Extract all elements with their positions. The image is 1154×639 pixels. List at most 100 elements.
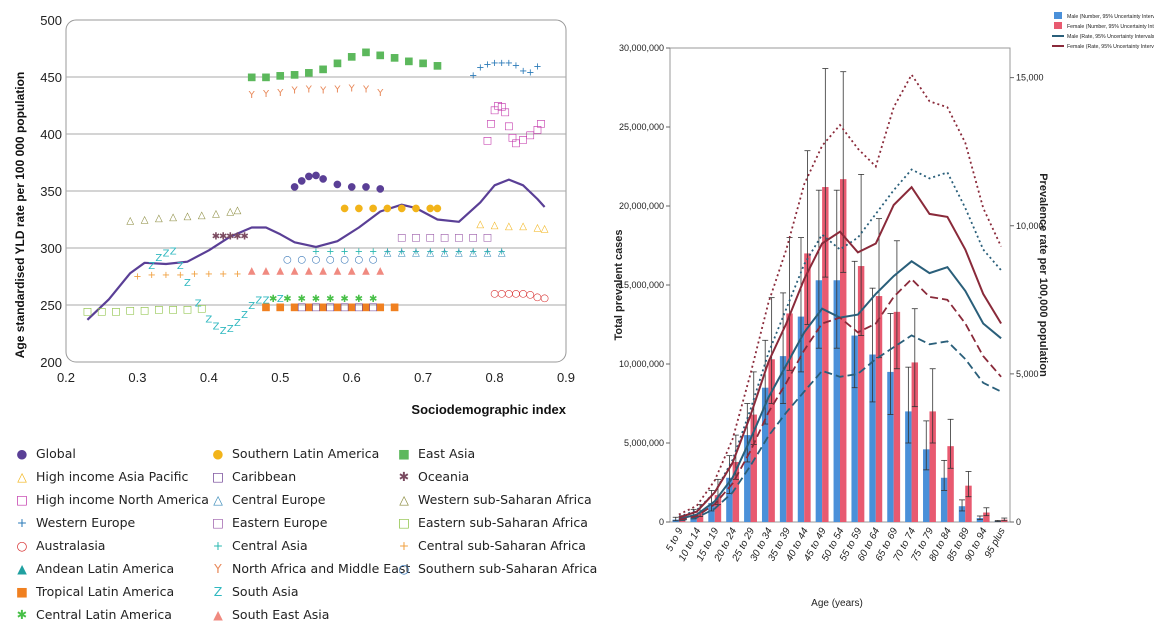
legend-item: △ Western sub-Saharan Africa: [396, 488, 591, 510]
legend-item: + Central Asia: [210, 534, 308, 556]
data-point: □: [168, 304, 177, 315]
x-tick-label: 0.2: [57, 370, 75, 385]
legend-label: South Asia: [232, 583, 299, 599]
legend-swatch: [1054, 12, 1062, 19]
data-point: Z: [263, 295, 270, 306]
legend-label: Global: [36, 445, 76, 461]
data-point: △: [498, 247, 506, 258]
bar: [857, 266, 865, 522]
data-point: △: [234, 205, 242, 216]
data-point: ▲: [376, 266, 384, 277]
data-point: +: [440, 246, 448, 257]
data-point: ○: [512, 288, 521, 299]
legend-label: Australasia: [36, 537, 106, 553]
data-point: +: [512, 60, 520, 71]
legend-item: ▲ Andean Latin America: [14, 557, 174, 579]
legend-item: □ Caribbean: [210, 465, 296, 487]
data-point: ■: [318, 64, 327, 75]
data-point: ■: [376, 302, 385, 313]
series-oceania: ✱✱✱✱✱: [212, 231, 249, 242]
data-point: ●: [340, 203, 349, 214]
data-point: □: [468, 233, 477, 244]
data-point: △: [426, 247, 434, 258]
data-point: +: [219, 269, 227, 280]
data-point: □: [440, 233, 449, 244]
data-point: □: [368, 302, 377, 313]
data-point: □: [454, 233, 463, 244]
data-point: +: [133, 271, 141, 282]
legend-item: ○ Australasia: [14, 534, 106, 556]
data-point: +: [369, 246, 377, 257]
data-point: ■: [304, 302, 313, 313]
left-x-ticks: 0.2 0.3 0.4 0.5 0.6 0.7 0.8 0.9: [57, 370, 575, 385]
data-point: +: [190, 269, 198, 280]
data-point: △: [455, 247, 463, 258]
data-point: ■: [304, 67, 313, 78]
data-point: Z: [177, 261, 184, 272]
data-point: +: [233, 269, 241, 280]
data-point: ●: [290, 181, 299, 192]
bar: [822, 187, 829, 523]
legend-label: North Africa and Middle East: [232, 560, 411, 576]
data-point: △: [476, 219, 484, 230]
legend-marker-icon: □: [398, 514, 410, 530]
series-western-sub-saharan-africa: △ △ △ △ △ △ △ △ △: [126, 205, 241, 226]
data-point: ■: [433, 60, 442, 71]
data-point: Z: [170, 246, 177, 257]
y-tick-label: 350: [40, 184, 62, 199]
data-point: △: [141, 214, 149, 225]
right-chart: 0 5,000,000 10,000,000 15,000,000 20,000,000…: [613, 12, 1154, 609]
data-point: ○: [354, 254, 363, 265]
rate-upper-line: [678, 168, 1002, 518]
data-point: +: [533, 62, 541, 73]
data-point: ○: [312, 254, 321, 265]
right-y2-axis-label: Prevalence rate per 100,000 population: [1037, 173, 1049, 377]
y-tick-label: 25,000,000: [619, 122, 664, 132]
series-eastern-sub-saharan-africa: □ □ □ □ □ □ □ □ □: [83, 303, 207, 317]
data-point: △: [226, 206, 234, 217]
data-point: ▲: [334, 266, 342, 277]
legend-item: □ Eastern Europe: [210, 511, 327, 533]
x-tick-label: 0.7: [414, 370, 432, 385]
left-y-axis-label: Age standardised YLD rate per 100 000 po…: [13, 72, 27, 359]
bar: [744, 435, 751, 522]
legend-marker-icon: △: [213, 491, 223, 507]
data-point: Y: [262, 89, 270, 100]
data-point: △: [541, 223, 549, 234]
bar: [833, 280, 840, 522]
data-point: □: [340, 302, 349, 313]
legend-item: △ High income Asia Pacific: [14, 465, 188, 487]
bar: [905, 411, 912, 522]
data-point: △: [491, 220, 499, 231]
bar: [815, 280, 823, 522]
data-point: ●: [433, 203, 442, 214]
legend-marker-icon: △: [399, 491, 409, 507]
data-point: △: [126, 216, 134, 227]
legend-marker-icon: ●: [212, 445, 224, 461]
data-point: ■: [361, 302, 370, 313]
data-point: △: [169, 212, 177, 223]
data-point: □: [326, 302, 335, 313]
data-point: ○: [519, 288, 528, 299]
data-point: △: [441, 247, 449, 258]
series-high-income-asia-pacific: △ △ △ △ △ △: [476, 219, 548, 235]
legend-label: Female (Number, 95% Uncertainty Interval…: [1067, 24, 1154, 30]
data-point: +: [326, 246, 334, 257]
bar: [869, 354, 876, 522]
y-tick-label: 500: [40, 13, 62, 28]
data-point: ✱: [369, 294, 377, 305]
bar: [696, 512, 704, 522]
legend-label: Central Europe: [232, 491, 326, 507]
data-point: +: [455, 246, 463, 257]
data-point: +: [505, 58, 513, 69]
bar: [840, 179, 847, 522]
data-point: ■: [290, 70, 299, 81]
y-tick-label: 10,000,000: [619, 359, 664, 369]
data-point: □: [297, 302, 306, 313]
series-australasia: ○○○○○○○○: [490, 288, 549, 304]
x-tick-label: 0.3: [128, 370, 146, 385]
bar: [804, 253, 811, 522]
data-point: ■: [276, 71, 285, 82]
